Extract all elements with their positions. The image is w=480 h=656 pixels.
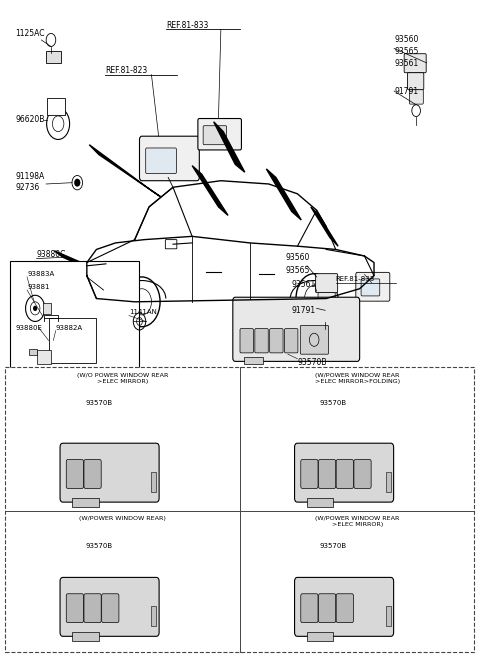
Bar <box>72 497 99 506</box>
FancyBboxPatch shape <box>285 329 298 353</box>
FancyBboxPatch shape <box>408 73 424 90</box>
Text: (W/POWER WINDOW REAR
>ELEC MIRROR>FOLDING): (W/POWER WINDOW REAR >ELEC MIRROR>FOLDIN… <box>315 373 400 384</box>
FancyBboxPatch shape <box>319 594 336 623</box>
FancyBboxPatch shape <box>198 119 241 150</box>
Text: 93565: 93565 <box>286 266 311 275</box>
Text: 93881: 93881 <box>27 285 49 291</box>
FancyBboxPatch shape <box>255 329 268 353</box>
Polygon shape <box>192 166 228 215</box>
Text: REF.81-823: REF.81-823 <box>105 66 147 75</box>
Text: 93560: 93560 <box>394 35 419 45</box>
Text: 91198A: 91198A <box>15 172 44 180</box>
Bar <box>10 260 140 371</box>
FancyBboxPatch shape <box>356 272 390 301</box>
FancyBboxPatch shape <box>295 577 394 636</box>
FancyBboxPatch shape <box>354 460 371 488</box>
Text: 91791: 91791 <box>292 306 316 315</box>
Text: (W/O POWER WINDOW REAR
>ELEC MIRROR): (W/O POWER WINDOW REAR >ELEC MIRROR) <box>77 373 168 384</box>
FancyBboxPatch shape <box>203 126 227 145</box>
FancyBboxPatch shape <box>140 136 199 180</box>
Polygon shape <box>266 169 301 220</box>
Bar <box>152 606 156 626</box>
FancyBboxPatch shape <box>295 443 394 502</box>
FancyBboxPatch shape <box>60 443 159 502</box>
Text: 93570B: 93570B <box>85 543 112 549</box>
Text: 93882A: 93882A <box>56 325 83 331</box>
FancyBboxPatch shape <box>233 297 360 361</box>
FancyBboxPatch shape <box>60 577 159 636</box>
Text: 93565: 93565 <box>394 47 419 56</box>
FancyBboxPatch shape <box>300 325 328 354</box>
Text: 91791: 91791 <box>394 87 418 96</box>
Circle shape <box>34 306 36 310</box>
Text: 1141AN: 1141AN <box>129 308 157 315</box>
Polygon shape <box>89 145 161 197</box>
Bar <box>72 632 99 641</box>
FancyBboxPatch shape <box>165 239 177 249</box>
FancyBboxPatch shape <box>336 594 353 623</box>
Bar <box>46 51 60 63</box>
Polygon shape <box>311 207 338 246</box>
Text: 93570B: 93570B <box>320 400 347 406</box>
Text: 92736: 92736 <box>15 184 39 192</box>
FancyBboxPatch shape <box>361 279 380 296</box>
FancyBboxPatch shape <box>319 460 336 488</box>
Bar <box>386 606 391 626</box>
Text: 93561: 93561 <box>292 279 316 289</box>
Text: REF.81-833: REF.81-833 <box>336 276 375 282</box>
Text: 93570B: 93570B <box>320 543 347 549</box>
Text: (W/POWER WINDOW REAR): (W/POWER WINDOW REAR) <box>79 516 166 521</box>
Bar <box>152 472 156 491</box>
Bar <box>244 358 263 364</box>
Bar <box>5 367 474 652</box>
Bar <box>386 472 391 491</box>
Bar <box>43 303 51 314</box>
FancyBboxPatch shape <box>84 460 101 488</box>
FancyBboxPatch shape <box>301 594 318 623</box>
FancyBboxPatch shape <box>404 54 426 73</box>
Polygon shape <box>214 122 245 173</box>
Text: 96620B: 96620B <box>15 115 45 125</box>
Bar <box>36 350 51 364</box>
Text: 93561: 93561 <box>394 59 419 68</box>
Text: 1125AC: 1125AC <box>15 29 45 38</box>
FancyBboxPatch shape <box>316 274 337 293</box>
Text: 93880C: 93880C <box>36 250 66 259</box>
Text: (W/POWER WINDOW REAR
>ELEC MIRROR): (W/POWER WINDOW REAR >ELEC MIRROR) <box>315 516 399 527</box>
FancyBboxPatch shape <box>146 148 176 173</box>
FancyBboxPatch shape <box>336 460 353 488</box>
Text: 93570B: 93570B <box>85 400 112 406</box>
Polygon shape <box>54 251 117 281</box>
Text: 93883A: 93883A <box>27 272 54 277</box>
FancyBboxPatch shape <box>240 329 253 353</box>
Circle shape <box>75 179 80 186</box>
FancyBboxPatch shape <box>318 293 335 308</box>
FancyBboxPatch shape <box>66 594 84 623</box>
FancyBboxPatch shape <box>66 460 84 488</box>
FancyBboxPatch shape <box>102 594 119 623</box>
Bar <box>48 318 96 363</box>
FancyBboxPatch shape <box>301 460 318 488</box>
Bar <box>307 632 333 641</box>
Bar <box>47 98 65 115</box>
Text: 93560: 93560 <box>286 253 311 262</box>
FancyBboxPatch shape <box>409 90 423 104</box>
FancyBboxPatch shape <box>270 329 283 353</box>
Text: 93570B: 93570B <box>298 358 327 367</box>
Text: REF.81-833: REF.81-833 <box>166 21 208 30</box>
Text: 93880E: 93880E <box>15 325 42 331</box>
Bar <box>29 349 37 356</box>
FancyBboxPatch shape <box>84 594 101 623</box>
Bar <box>307 497 333 506</box>
